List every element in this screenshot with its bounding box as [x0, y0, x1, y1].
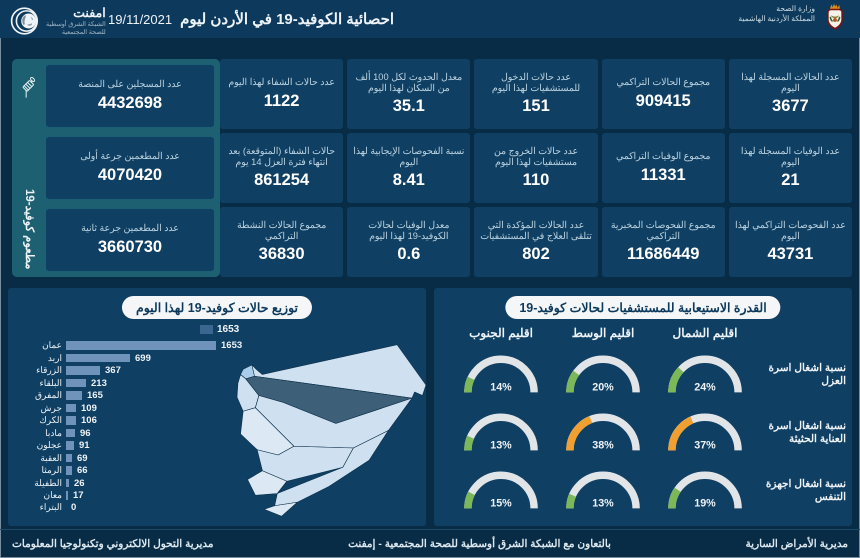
- svg-text:38%: 38%: [592, 440, 614, 452]
- svg-text:13%: 13%: [490, 440, 512, 452]
- svg-text:14%: 14%: [490, 382, 512, 394]
- svg-text:13%: 13%: [592, 498, 614, 510]
- svg-text:15%: 15%: [490, 498, 512, 510]
- svg-text:20%: 20%: [592, 382, 614, 394]
- svg-text:37%: 37%: [694, 440, 716, 452]
- svg-text:24%: 24%: [694, 382, 716, 394]
- svg-text:19%: 19%: [694, 498, 716, 510]
